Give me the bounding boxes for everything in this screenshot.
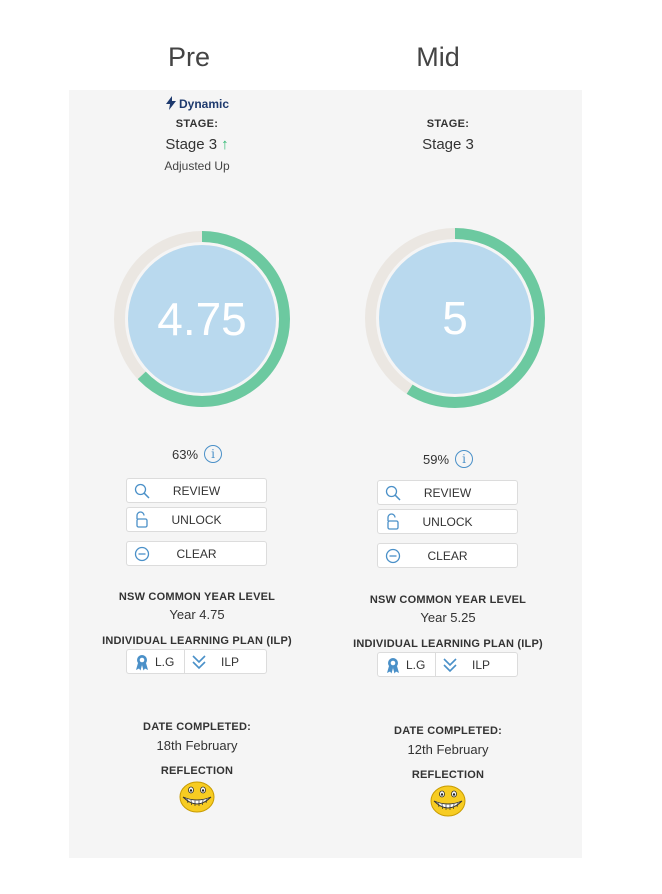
ilp-button[interactable]: ILP [436, 653, 517, 676]
award-icon [387, 657, 399, 673]
gauge-progress-arc [365, 228, 545, 408]
ilp-title: INDIVIDUAL LEARNING PLAN (ILP) [102, 635, 292, 647]
clear-label: CLEAR [176, 546, 217, 561]
score-value: 5 [442, 292, 468, 344]
stage-value: Stage 3 ↑ [165, 136, 229, 153]
pre-heading: Pre [167, 42, 211, 72]
percent-row: 63% i [69, 445, 325, 463]
minus-circle-icon [378, 548, 408, 564]
review-button[interactable]: REVIEW [126, 478, 267, 503]
ilp-button[interactable]: ILP [185, 650, 266, 673]
ilp-title: INDIVIDUAL LEARNING PLAN (ILP) [353, 638, 543, 650]
stage-label: STAGE: [175, 118, 219, 130]
gauge-inner-disc [128, 245, 276, 393]
review-button[interactable]: REVIEW [377, 480, 518, 505]
minus-circle-icon [127, 546, 157, 562]
review-label: REVIEW [423, 485, 472, 500]
unlock-button[interactable]: UNLOCK [126, 507, 267, 532]
unlock-icon [127, 510, 157, 529]
reflection-title: REFLECTION [411, 769, 485, 781]
ilp-control: L.G ILP [377, 652, 518, 677]
lg-label: L.G [155, 654, 175, 669]
ilp-label: ILP [472, 657, 491, 672]
percent-value: 63% [171, 446, 199, 462]
nsw-title: NSW COMMON YEAR LEVEL [369, 594, 527, 606]
smiley-icon[interactable] [178, 781, 216, 818]
info-icon[interactable]: i [204, 445, 223, 463]
score-value: 4.75 [157, 293, 247, 345]
lg-label: L.G [406, 657, 426, 672]
chevrons-down-icon [443, 657, 457, 672]
comparison-panel: Dynamic STAGE: Stage 3 ↑ Adjusted Up 4.75… [69, 90, 582, 858]
date-value: 12th February [407, 742, 489, 757]
percent-value: 59% [422, 451, 450, 467]
adjusted-text: Adjusted Up [164, 159, 230, 173]
date-title: DATE COMPLETED: [394, 725, 502, 737]
stage-value: Stage 3 [422, 136, 474, 153]
nsw-value: Year 5.25 [420, 610, 476, 625]
lg-button[interactable]: L.G [378, 653, 436, 676]
clear-label: CLEAR [427, 548, 468, 563]
date-title: DATE COMPLETED: [143, 721, 251, 733]
award-icon [136, 654, 148, 670]
dynamic-label: Dynamic [178, 97, 230, 111]
unlock-icon [378, 512, 408, 531]
percent-row: 59% i [320, 450, 576, 468]
review-label: REVIEW [172, 483, 221, 498]
info-icon[interactable]: i [455, 450, 474, 468]
lightning-icon [165, 96, 176, 110]
score-gauge: 5 [365, 228, 545, 408]
search-icon [378, 485, 408, 501]
nsw-value: Year 4.75 [169, 607, 225, 622]
clear-button[interactable]: CLEAR [126, 541, 267, 566]
arrow-up-icon: ↑ [221, 136, 229, 153]
stage-label: STAGE: [426, 118, 470, 130]
clear-button[interactable]: CLEAR [377, 543, 518, 568]
score-gauge: 4.75 [114, 231, 290, 407]
unlock-label: UNLOCK [422, 514, 473, 529]
date-value: 18th February [156, 738, 238, 753]
unlock-button[interactable]: UNLOCK [377, 509, 518, 534]
smiley-icon[interactable] [429, 785, 467, 822]
mid-heading: Mid [416, 42, 460, 72]
chevrons-down-icon [192, 654, 206, 669]
ilp-control: L.G ILP [126, 649, 267, 674]
nsw-title: NSW COMMON YEAR LEVEL [118, 591, 276, 603]
search-icon [127, 483, 157, 499]
gauge-inner-disc [379, 242, 531, 394]
ilp-label: ILP [221, 654, 240, 669]
reflection-title: REFLECTION [160, 765, 234, 777]
gauge-progress-arc [114, 231, 290, 407]
dynamic-badge: Dynamic [69, 96, 325, 111]
unlock-label: UNLOCK [171, 512, 222, 527]
lg-button[interactable]: L.G [127, 650, 185, 673]
